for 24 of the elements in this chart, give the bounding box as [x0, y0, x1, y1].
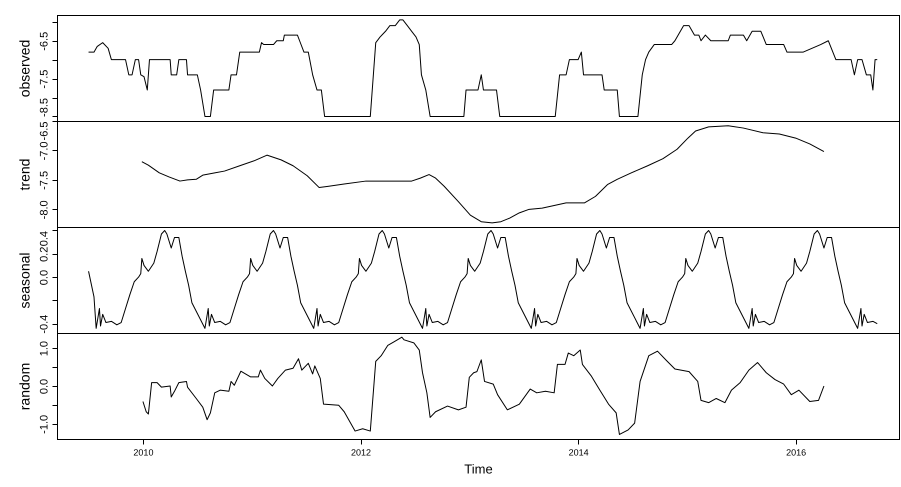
y-tick-label: 1.0 — [38, 340, 50, 356]
x-tick-label: 2010 — [133, 448, 154, 458]
y-tick-label: -1.0 — [38, 414, 50, 434]
y-tick-label: -7.5 — [38, 70, 50, 89]
x-tick-label: 2014 — [568, 448, 589, 458]
x-tick-label: 2012 — [350, 448, 372, 458]
y-tick-label: 0.0 — [38, 270, 50, 286]
y-axis-title: seasonal — [16, 252, 32, 309]
y-tick-label: -7.0 — [38, 141, 50, 160]
y-tick-label: -0.4 — [38, 314, 50, 334]
y-tick-label: -6.5 — [38, 122, 50, 140]
y-tick-label: -8.0 — [38, 200, 50, 220]
y-tick-label: -7.5 — [38, 170, 50, 190]
y-tick-label: -6.5 — [38, 32, 50, 51]
y-axis-title: random — [16, 362, 32, 410]
y-axis-title: observed — [16, 40, 32, 98]
y-tick-label: 0.2 — [38, 246, 50, 262]
y-tick-label: -8.5 — [38, 98, 50, 117]
y-tick-label: 0.0 — [38, 378, 50, 394]
x-axis-title: Time — [464, 462, 493, 476]
y-axis-title: trend — [16, 158, 32, 190]
line-series — [142, 336, 824, 435]
y-tick-label: 0.4 — [38, 230, 50, 246]
x-tick-label: 2016 — [786, 448, 806, 458]
